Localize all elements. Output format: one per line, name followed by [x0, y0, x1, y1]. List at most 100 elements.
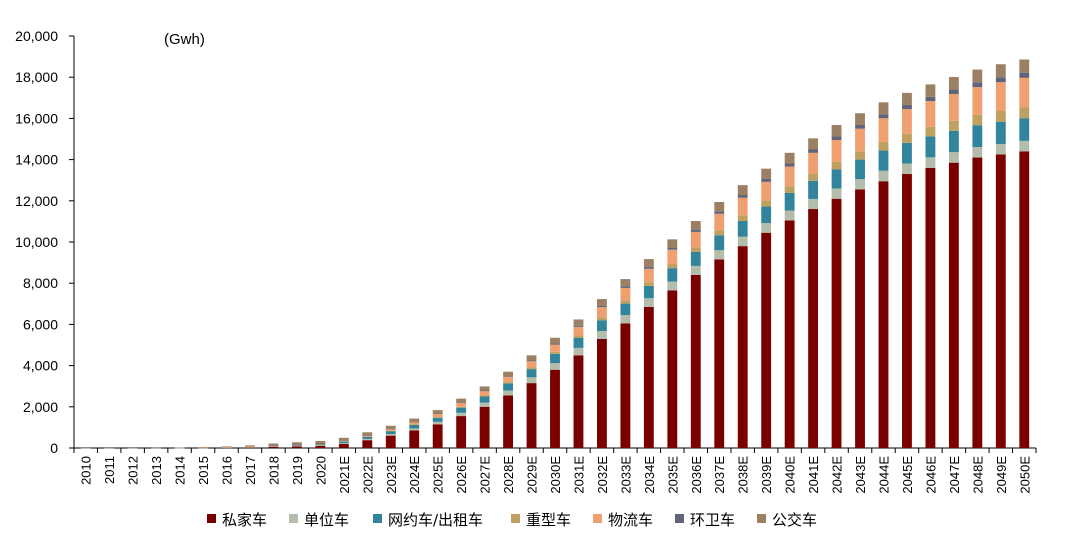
bar-segment: [315, 444, 326, 446]
bar-segment: [784, 220, 795, 448]
bar-segment: [878, 181, 889, 449]
legend-swatch: [675, 514, 684, 523]
bar-segment: [315, 445, 326, 448]
bar-segment: [831, 136, 842, 141]
bar-segment: [479, 395, 490, 397]
bar-segment: [198, 447, 208, 449]
bar-segment: [315, 445, 326, 446]
legend-swatch: [207, 514, 216, 523]
bar-segment: [784, 166, 795, 187]
bar-segment: [432, 421, 443, 425]
x-tick-label: 2027E: [478, 456, 493, 494]
bar-segment: [620, 323, 631, 448]
bar-segment: [714, 213, 725, 231]
bar-segment: [948, 130, 959, 153]
bar-segment: [526, 367, 537, 370]
bar-segment: [972, 69, 983, 83]
x-tick-label: 2015: [196, 456, 211, 485]
bar-segment: [784, 210, 795, 221]
bar-segment: [596, 299, 607, 306]
bar-segment: [925, 126, 936, 137]
bar-segment: [855, 151, 865, 160]
bar-segment: [268, 445, 279, 446]
bar-segment: [291, 442, 302, 445]
bar-segment: [503, 383, 514, 391]
y-tick-label: 2,000: [23, 399, 58, 415]
bar-segment: [831, 124, 842, 137]
x-tick-label: 2037E: [712, 456, 727, 494]
bar-segment: [643, 285, 654, 299]
bar-segment: [550, 343, 560, 345]
bar-segment: [925, 84, 936, 97]
bar-segment: [432, 410, 443, 414]
legend-label: 网约车/出租车: [388, 511, 483, 529]
bar-segment: [526, 369, 537, 378]
bar-segment: [855, 189, 865, 448]
bar-segment: [948, 76, 959, 90]
bar-segment: [761, 200, 772, 207]
bar-segment: [291, 444, 302, 446]
bar-segment: [855, 179, 865, 190]
bar-segment: [221, 446, 232, 448]
x-tick-label: 2012: [126, 456, 141, 485]
bar-segment: [620, 279, 631, 287]
bar-segment: [362, 432, 373, 435]
bar-segment: [432, 417, 443, 422]
bar-segment: [784, 186, 795, 193]
bar-segment: [526, 361, 537, 368]
x-tick-label: 2041E: [806, 456, 821, 494]
y-tick-label: 20,000: [15, 28, 58, 44]
bar-segment: [620, 303, 631, 316]
bar-segment: [456, 416, 467, 448]
bar-segment: [456, 398, 467, 403]
bar-segment: [972, 157, 983, 449]
bar-segment: [902, 109, 912, 134]
legend-label: 公交车: [772, 511, 817, 529]
bar-segment: [432, 424, 443, 448]
bar-segment: [995, 121, 1006, 144]
bar-segment: [737, 197, 748, 216]
legend-swatch: [757, 514, 766, 523]
bar-segment: [596, 330, 607, 339]
bar-segment: [338, 440, 349, 441]
bar-segment: [362, 435, 373, 437]
bar-segment: [714, 235, 725, 251]
bar-segment: [221, 447, 232, 448]
bar-segment: [1019, 151, 1030, 449]
bar-segment: [948, 89, 959, 95]
bar-segment: [995, 82, 1006, 111]
bar-segment: [878, 150, 889, 171]
bar-segment: [596, 317, 607, 321]
legend-label: 物流车: [608, 511, 653, 529]
x-tick-label: 2018: [266, 456, 281, 485]
x-tick-label: 2045E: [900, 456, 915, 494]
bar-segment: [503, 390, 514, 396]
bar-segment: [925, 96, 936, 102]
x-tick-label: 2046E: [923, 456, 938, 494]
bar-segment: [198, 447, 208, 448]
bar-segment: [878, 170, 889, 182]
bar-segment: [385, 430, 396, 432]
bar-segment: [737, 220, 748, 237]
y-tick-label: 14,000: [15, 152, 58, 168]
bar-segment: [385, 433, 396, 436]
bar-segment: [291, 446, 302, 448]
bar-segment: [479, 386, 490, 391]
bar-segment: [855, 124, 865, 129]
bar-segment: [409, 424, 420, 429]
bar-segment: [80, 447, 91, 449]
bar-segment: [456, 412, 467, 417]
bar-segment: [831, 198, 842, 448]
x-tick-label: 2013: [149, 456, 164, 485]
bar-segment: [245, 446, 255, 447]
x-tick-label: 2036E: [689, 456, 704, 494]
bar-segment: [925, 157, 936, 168]
bar-segment: [643, 306, 654, 448]
bar-segment: [808, 138, 819, 150]
y-axis: 0 2,000 4,000 6,000 8,000 10,000 12,000 14,000 1…: [15, 28, 75, 456]
bar-segment: [761, 178, 772, 182]
bar-segment: [573, 355, 584, 448]
bar-segment: [737, 236, 748, 247]
bar-segment: [620, 286, 631, 288]
bar-segment: [550, 369, 560, 448]
